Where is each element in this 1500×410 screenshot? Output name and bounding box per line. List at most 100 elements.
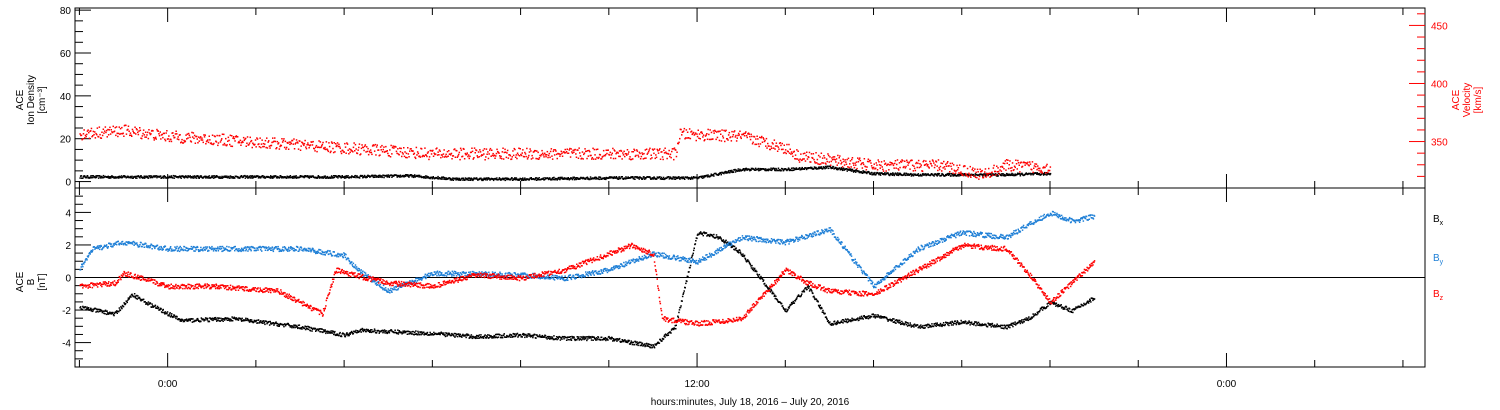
Bx-point xyxy=(497,336,500,338)
density-point xyxy=(878,172,881,174)
Bx-point xyxy=(541,336,543,338)
velocity-point xyxy=(371,153,373,156)
density-point xyxy=(846,168,848,170)
density-point xyxy=(310,176,313,178)
Bx-point xyxy=(319,330,321,333)
velocity-point xyxy=(951,162,954,165)
density-point xyxy=(136,177,138,179)
density-point xyxy=(273,176,275,179)
Bx-point xyxy=(483,335,486,337)
velocity-point xyxy=(311,144,314,146)
Bx-point xyxy=(387,331,389,334)
velocity-point xyxy=(776,150,779,152)
velocity-point xyxy=(581,151,584,153)
Bx-point xyxy=(811,290,813,292)
velocity-point xyxy=(454,156,457,158)
density-point xyxy=(1010,173,1013,176)
Bx-point xyxy=(485,337,487,339)
density-point xyxy=(879,173,881,175)
density-point xyxy=(476,178,478,180)
velocity-point xyxy=(775,142,778,144)
density-point xyxy=(291,175,294,178)
velocity-point xyxy=(600,158,603,160)
Bx-point xyxy=(534,333,536,336)
density-point xyxy=(272,177,274,179)
density-point xyxy=(195,177,198,179)
Bx-point xyxy=(736,250,738,252)
density-point xyxy=(575,178,577,181)
Bx-point xyxy=(549,337,551,340)
velocity-point xyxy=(477,156,479,159)
velocity-point xyxy=(109,133,112,135)
velocity-point xyxy=(1023,161,1026,164)
density-point xyxy=(555,178,558,180)
Bx-point xyxy=(711,234,713,236)
Bx-point xyxy=(645,342,648,345)
velocity-point xyxy=(704,139,706,141)
density-point xyxy=(775,168,778,170)
velocity-point xyxy=(382,148,384,151)
density-point xyxy=(302,175,305,178)
velocity-point xyxy=(125,124,127,127)
density-point xyxy=(417,174,420,177)
velocity-point xyxy=(771,142,774,144)
velocity-point xyxy=(1029,163,1032,165)
Bx-point xyxy=(579,338,582,340)
velocity-point xyxy=(725,129,727,132)
Bx-point xyxy=(236,317,238,320)
Bx-point xyxy=(609,337,612,339)
density-point xyxy=(934,173,937,175)
velocity-point xyxy=(368,150,371,153)
density-point xyxy=(824,167,826,170)
velocity-point xyxy=(818,163,821,166)
Bx-point xyxy=(403,330,406,332)
top-y2-axis-label-line: [km/s] xyxy=(1473,86,1484,113)
Bx-point xyxy=(211,317,214,319)
velocity-point xyxy=(887,163,889,165)
Bx-point xyxy=(494,336,496,339)
velocity-point xyxy=(630,158,633,161)
velocity-point xyxy=(352,151,354,153)
Bx-point xyxy=(321,328,323,330)
density-point xyxy=(337,177,339,179)
velocity-point xyxy=(772,147,775,149)
velocity-point xyxy=(950,165,952,168)
density-point xyxy=(344,177,346,179)
velocity-point xyxy=(156,128,158,131)
top-y2-axis-label: ACE Velocity [km/s] xyxy=(1451,83,1484,117)
density-point xyxy=(872,172,874,174)
velocity-point xyxy=(876,164,878,166)
density-point xyxy=(1009,173,1011,175)
density-point xyxy=(933,175,935,177)
density-point xyxy=(425,175,427,177)
density-point xyxy=(1049,172,1052,175)
density-point xyxy=(835,168,838,171)
velocity-point xyxy=(255,146,257,148)
Bx-point xyxy=(129,295,132,297)
Bx-point xyxy=(873,314,875,316)
Bx-point xyxy=(664,336,666,338)
Bx-point xyxy=(561,338,563,340)
Bx-point xyxy=(696,234,699,236)
velocity-point xyxy=(900,161,903,163)
Bx-point xyxy=(546,338,548,340)
density-point xyxy=(443,178,445,180)
density-point xyxy=(390,174,393,176)
velocity-point xyxy=(736,137,738,139)
Bx-point xyxy=(95,311,97,313)
density-point xyxy=(338,175,341,177)
Bx-point xyxy=(744,258,747,261)
Bx-point xyxy=(166,311,169,313)
density-point xyxy=(90,175,92,177)
velocity-point xyxy=(1041,172,1044,174)
Bx-point xyxy=(388,332,391,334)
density-point xyxy=(619,177,622,180)
Bx-point xyxy=(842,322,844,324)
velocity-point xyxy=(164,138,166,141)
velocity-point xyxy=(358,146,360,149)
velocity-point xyxy=(924,163,926,166)
velocity-point xyxy=(1041,171,1043,173)
Bx-point xyxy=(336,334,338,336)
velocity-point xyxy=(217,142,220,144)
Bx-point xyxy=(573,338,576,340)
